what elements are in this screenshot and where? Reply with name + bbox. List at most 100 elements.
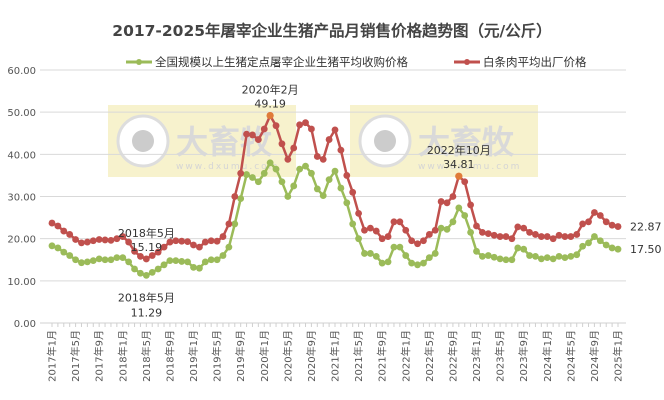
x-tick-label: 2019年9月	[234, 330, 247, 382]
data-point	[532, 231, 539, 238]
data-point	[113, 254, 121, 262]
data-point	[254, 136, 262, 143]
data-point	[308, 125, 315, 133]
data-point	[543, 233, 551, 240]
data-point	[296, 121, 304, 129]
data-point	[243, 171, 250, 178]
data-point	[449, 218, 457, 226]
data-point	[78, 259, 85, 267]
data-point	[119, 233, 127, 240]
legend-marker-carcass-price	[464, 59, 470, 65]
data-point	[608, 244, 616, 252]
x-tick-label: 2023年1月	[470, 330, 483, 382]
data-point	[431, 250, 439, 257]
data-point	[89, 257, 97, 264]
data-point	[48, 242, 56, 250]
data-point	[602, 218, 610, 226]
data-point	[443, 199, 451, 207]
data-point	[284, 155, 292, 163]
data-point	[95, 255, 103, 263]
data-point	[408, 259, 416, 267]
data-point	[361, 226, 368, 234]
data-point	[78, 239, 85, 247]
data-point	[249, 131, 256, 139]
y-tick-label: 10.00	[7, 277, 36, 288]
x-tick-label: 2021年5月	[352, 330, 365, 382]
data-point	[249, 174, 256, 181]
data-point	[520, 245, 528, 253]
data-point	[101, 236, 109, 244]
data-point	[131, 247, 138, 255]
annotations: 2018年5月15.192018年5月11.292020年2月49.192022…	[118, 83, 662, 320]
data-point	[125, 238, 133, 246]
x-tick-label: 2022年5月	[423, 330, 436, 382]
data-point	[172, 257, 180, 264]
x-tick-label: 2019年5月	[211, 330, 224, 382]
data-point	[579, 220, 587, 228]
x-tick-label: 2020年5月	[281, 330, 294, 382]
data-point	[237, 169, 245, 177]
data-point	[532, 252, 539, 260]
x-tick-label: 2018年1月	[116, 330, 129, 382]
data-point	[549, 235, 557, 243]
watermark-logo	[108, 105, 296, 177]
data-point	[614, 223, 622, 230]
data-point	[614, 245, 622, 253]
data-point	[54, 244, 62, 252]
data-point	[107, 236, 115, 244]
annotation-value: 15.19	[131, 241, 163, 254]
data-point	[372, 227, 380, 235]
data-point	[195, 243, 203, 251]
data-point	[561, 254, 569, 262]
data-point	[325, 176, 333, 184]
data-point	[125, 258, 133, 266]
data-point	[537, 233, 545, 240]
data-point	[278, 140, 286, 148]
legend-label-purchase-price: 全国规模以上生猪定点屠宰企业生猪平均收购价格	[155, 55, 408, 69]
data-point	[355, 235, 362, 243]
y-tick-label: 20.00	[7, 235, 36, 246]
data-point	[372, 252, 380, 260]
data-point	[349, 220, 357, 228]
data-point	[331, 126, 339, 134]
data-point	[414, 261, 421, 269]
data-point	[308, 169, 315, 177]
data-point	[172, 237, 180, 245]
data-point	[608, 221, 616, 229]
data-point	[420, 259, 427, 267]
data-point	[178, 258, 186, 265]
data-point	[555, 252, 563, 260]
data-point	[414, 240, 421, 248]
data-point	[137, 269, 144, 277]
data-point	[490, 231, 498, 239]
y-tick-label: 40.00	[7, 150, 36, 161]
data-point	[107, 256, 115, 264]
data-point	[455, 204, 463, 212]
data-point	[337, 184, 345, 192]
data-point	[101, 256, 109, 264]
data-point	[148, 269, 156, 276]
data-point	[425, 254, 433, 262]
data-label: 22.87	[630, 221, 662, 234]
x-tick-label: 2022年9月	[446, 330, 459, 382]
data-point	[555, 231, 563, 239]
data-point	[160, 261, 168, 269]
data-point	[343, 199, 351, 207]
data-point	[83, 238, 91, 246]
annotation-value: 49.19	[254, 98, 286, 111]
x-tick-label: 2018年5月	[140, 330, 153, 382]
data-point	[313, 185, 321, 193]
data-point	[596, 212, 604, 219]
data-point	[443, 225, 451, 233]
x-tick-label: 2019年1月	[187, 330, 200, 382]
data-point	[319, 155, 327, 163]
data-point	[60, 227, 68, 235]
x-tick-label: 2017年9月	[93, 330, 106, 382]
data-point	[402, 252, 410, 259]
highlighted-point	[455, 172, 463, 180]
data-point	[567, 233, 575, 240]
data-point	[296, 165, 304, 173]
x-tick-label: 2017年1月	[46, 330, 59, 382]
legend-label-carcass-price: 白条肉平均出厂价格	[483, 55, 587, 69]
data-point	[313, 153, 321, 160]
